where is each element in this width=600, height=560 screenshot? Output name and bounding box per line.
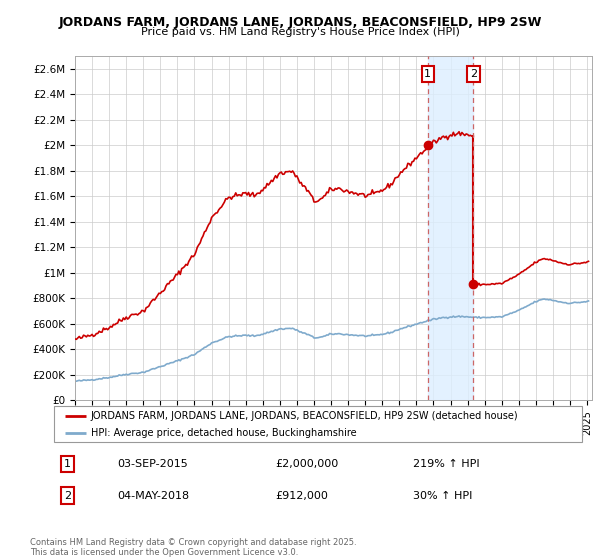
Text: HPI: Average price, detached house, Buckinghamshire: HPI: Average price, detached house, Buck… [91, 428, 356, 438]
Text: Price paid vs. HM Land Registry's House Price Index (HPI): Price paid vs. HM Land Registry's House … [140, 27, 460, 37]
Text: £2,000,000: £2,000,000 [276, 459, 339, 469]
Text: JORDANS FARM, JORDANS LANE, JORDANS, BEACONSFIELD, HP9 2SW: JORDANS FARM, JORDANS LANE, JORDANS, BEA… [58, 16, 542, 29]
Text: 04-MAY-2018: 04-MAY-2018 [118, 491, 190, 501]
Text: Contains HM Land Registry data © Crown copyright and database right 2025.
This d: Contains HM Land Registry data © Crown c… [30, 538, 356, 557]
Text: 30% ↑ HPI: 30% ↑ HPI [413, 491, 472, 501]
Text: 03-SEP-2015: 03-SEP-2015 [118, 459, 188, 469]
Text: JORDANS FARM, JORDANS LANE, JORDANS, BEACONSFIELD, HP9 2SW (detached house): JORDANS FARM, JORDANS LANE, JORDANS, BEA… [91, 411, 518, 421]
Text: 219% ↑ HPI: 219% ↑ HPI [413, 459, 479, 469]
Text: 2: 2 [470, 69, 477, 79]
Text: 1: 1 [64, 459, 71, 469]
Text: 2: 2 [64, 491, 71, 501]
Text: £912,000: £912,000 [276, 491, 329, 501]
Bar [428, 56, 473, 400]
Text: 1: 1 [424, 69, 431, 79]
